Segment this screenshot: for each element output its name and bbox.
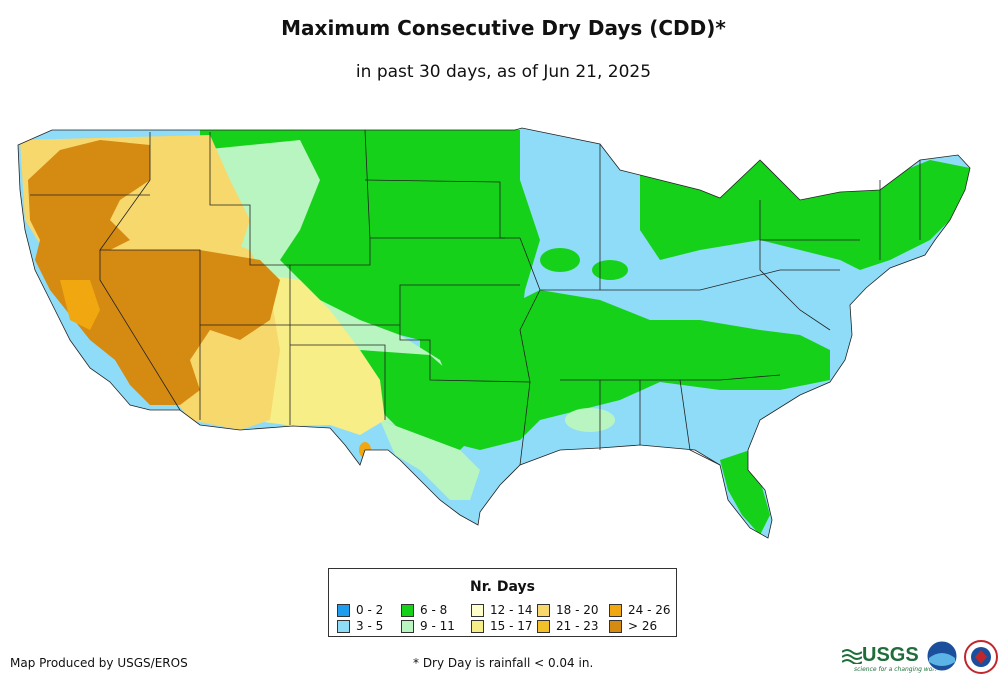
map-title: Maximum Consecutive Dry Days (CDD)*	[281, 16, 726, 40]
legend-label: 18 - 20	[556, 603, 599, 617]
spot-gulf-pale-green	[565, 408, 615, 432]
legend-label: 0 - 2	[356, 603, 384, 617]
nws-logo-icon	[964, 640, 998, 674]
region-great-basin-brown	[35, 240, 280, 405]
legend-label: 15 - 17	[490, 619, 533, 633]
legend-label: 9 - 11	[420, 619, 455, 633]
usgs-wave-icon	[842, 648, 862, 664]
spot-ohio-green	[540, 248, 580, 272]
legend-item: 9 - 11	[401, 619, 471, 633]
legend: Nr. Days 0 - 2 6 - 8 12 - 14 18 - 20 24 - 26…	[328, 568, 677, 637]
legend-item: 15 - 17	[471, 619, 537, 633]
legend-swatch	[609, 603, 622, 617]
spot-colorado-green	[308, 255, 352, 285]
legend-item: 3 - 5	[337, 619, 401, 633]
legend-swatch	[537, 603, 550, 617]
noaa-logo-icon	[926, 640, 958, 672]
state-borders	[17, 127, 971, 539]
legend-swatch	[337, 619, 350, 633]
legend-label: > 26	[628, 619, 658, 633]
legend-swatch	[609, 619, 622, 633]
footnote: * Dry Day is rainfall < 0.04 in.	[413, 656, 594, 670]
spot-midwest-green	[592, 260, 628, 280]
legend-item: > 26	[609, 619, 679, 633]
legend-label: 12 - 14	[490, 603, 533, 617]
legend-item: 18 - 20	[537, 603, 609, 617]
legend-item: 21 - 23	[537, 619, 609, 633]
legend-swatch	[471, 603, 484, 617]
legend-grid: 0 - 2 6 - 8 12 - 14 18 - 20 24 - 26 3 - 5 9 - …	[337, 603, 679, 633]
legend-item: 12 - 14	[471, 603, 537, 617]
legend-swatch	[537, 619, 550, 633]
usgs-logo: USGS	[842, 644, 919, 667]
legend-label: 24 - 26	[628, 603, 671, 617]
region-mid-south-green	[420, 290, 830, 450]
region-northwest-brown	[28, 140, 150, 260]
region-florida-green	[720, 450, 770, 535]
cdd-raster	[18, 128, 970, 538]
usgs-logo-text: USGS	[862, 644, 919, 666]
legend-swatch	[401, 603, 414, 617]
legend-label: 21 - 23	[556, 619, 599, 633]
legend-swatch	[401, 619, 414, 633]
legend-swatch	[471, 619, 484, 633]
region-west-orange	[60, 280, 100, 330]
legend-title: Nr. Days	[470, 579, 535, 595]
agency-logos: USGS science for a changing world	[842, 640, 1002, 680]
region-texas-green	[360, 350, 490, 450]
map-subtitle: in past 30 days, as of Jun 21, 2025	[355, 62, 652, 82]
legend-label: 3 - 5	[356, 619, 384, 633]
map-credit: Map Produced by USGS/EROS	[10, 656, 188, 670]
legend-swatch	[337, 603, 350, 617]
legend-item: 6 - 8	[401, 603, 471, 617]
usgs-tagline: science for a changing world	[854, 666, 941, 673]
cdd-map	[17, 127, 971, 539]
legend-item: 24 - 26	[609, 603, 679, 617]
region-texas-pale-green	[380, 420, 480, 500]
legend-label: 6 - 8	[420, 603, 448, 617]
legend-item: 0 - 2	[337, 603, 401, 617]
